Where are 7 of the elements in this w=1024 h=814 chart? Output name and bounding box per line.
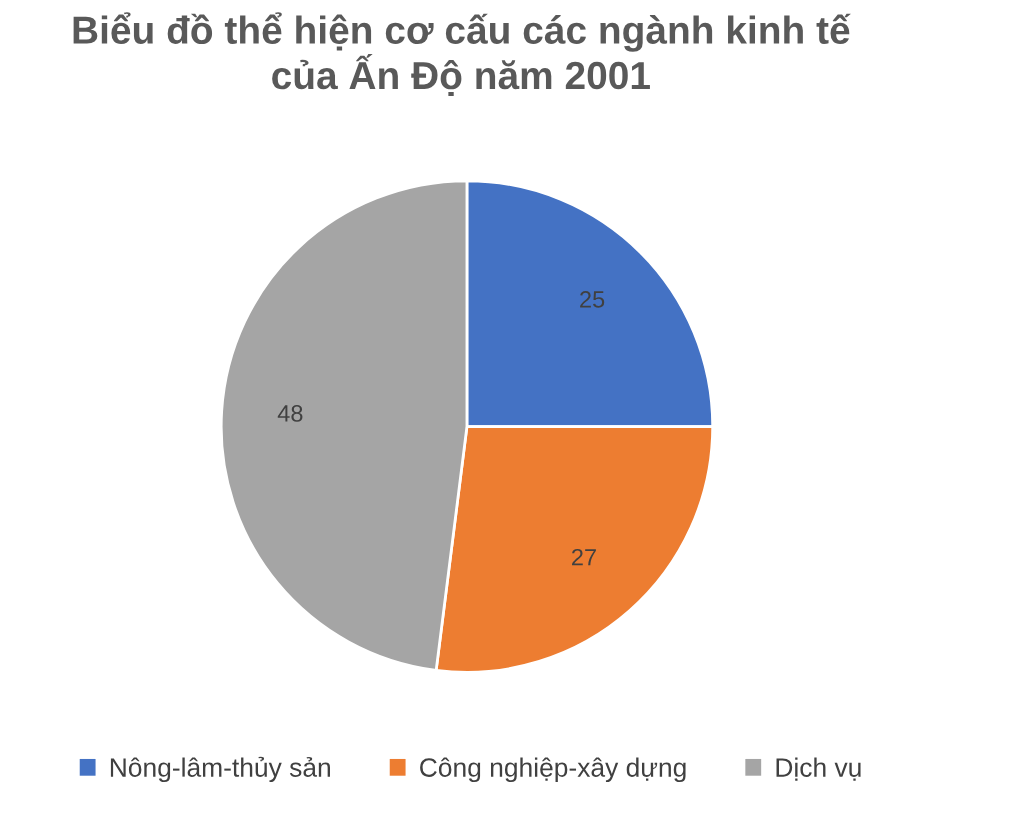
data-label: 27: [572, 548, 596, 566]
chart-title: Biểu đồ thể hiện cơ cấu các ngành kinh tế của Ấn Độ năm 2001: [73, 12, 851, 96]
data-label: 48: [277, 405, 303, 422]
legend-label: Dịch vụ: [776, 757, 861, 781]
legend-label: Nông-lâm-thủy sản: [110, 756, 330, 783]
data-label: 25: [580, 291, 605, 308]
legend-label: Công nghiệp-xây dựng: [420, 757, 686, 783]
